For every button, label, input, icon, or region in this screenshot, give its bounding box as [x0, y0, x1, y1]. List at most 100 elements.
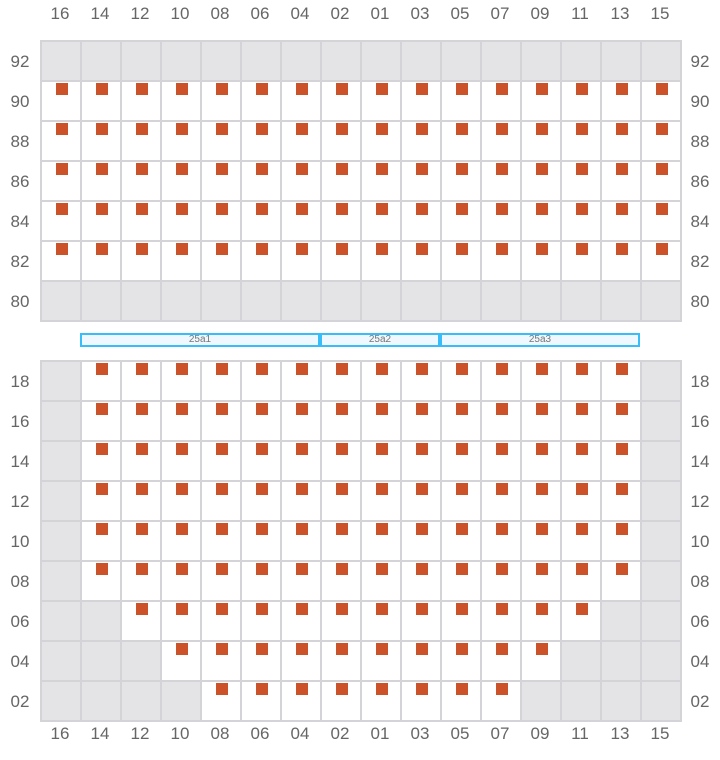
seat-04-02[interactable] — [336, 643, 348, 655]
seat-82-10[interactable] — [176, 243, 188, 255]
seat-02-06[interactable] — [256, 683, 268, 695]
seat-90-13[interactable] — [616, 83, 628, 95]
seat-18-13[interactable] — [616, 363, 628, 375]
seat-04-09[interactable] — [536, 643, 548, 655]
seat-02-07[interactable] — [496, 683, 508, 695]
seat-12-05[interactable] — [456, 483, 468, 495]
seat-12-04[interactable] — [296, 483, 308, 495]
seat-06-01[interactable] — [376, 603, 388, 615]
seat-86-06[interactable] — [256, 163, 268, 175]
seat-12-10[interactable] — [176, 483, 188, 495]
seat-84-08[interactable] — [216, 203, 228, 215]
seat-88-10[interactable] — [176, 123, 188, 135]
seat-14-11[interactable] — [576, 443, 588, 455]
seat-12-09[interactable] — [536, 483, 548, 495]
seat-18-08[interactable] — [216, 363, 228, 375]
seat-06-08[interactable] — [216, 603, 228, 615]
seat-86-10[interactable] — [176, 163, 188, 175]
seat-16-12[interactable] — [136, 403, 148, 415]
seat-04-01[interactable] — [376, 643, 388, 655]
seat-18-01[interactable] — [376, 363, 388, 375]
seat-18-14[interactable] — [96, 363, 108, 375]
seat-08-11[interactable] — [576, 563, 588, 575]
seat-88-08[interactable] — [216, 123, 228, 135]
seat-14-06[interactable] — [256, 443, 268, 455]
seat-88-03[interactable] — [416, 123, 428, 135]
seat-82-04[interactable] — [296, 243, 308, 255]
seat-06-02[interactable] — [336, 603, 348, 615]
seat-86-12[interactable] — [136, 163, 148, 175]
seat-18-11[interactable] — [576, 363, 588, 375]
seat-10-09[interactable] — [536, 523, 548, 535]
seat-10-11[interactable] — [576, 523, 588, 535]
seat-08-06[interactable] — [256, 563, 268, 575]
seat-18-02[interactable] — [336, 363, 348, 375]
seat-14-05[interactable] — [456, 443, 468, 455]
seat-10-14[interactable] — [96, 523, 108, 535]
seat-16-08[interactable] — [216, 403, 228, 415]
seat-14-01[interactable] — [376, 443, 388, 455]
seat-08-13[interactable] — [616, 563, 628, 575]
seat-88-06[interactable] — [256, 123, 268, 135]
seat-16-10[interactable] — [176, 403, 188, 415]
seat-84-10[interactable] — [176, 203, 188, 215]
seat-86-14[interactable] — [96, 163, 108, 175]
seat-08-03[interactable] — [416, 563, 428, 575]
seat-02-03[interactable] — [416, 683, 428, 695]
seat-82-02[interactable] — [336, 243, 348, 255]
seat-16-05[interactable] — [456, 403, 468, 415]
seat-10-08[interactable] — [216, 523, 228, 535]
seat-88-05[interactable] — [456, 123, 468, 135]
seat-82-11[interactable] — [576, 243, 588, 255]
seat-12-11[interactable] — [576, 483, 588, 495]
seat-12-08[interactable] — [216, 483, 228, 495]
seat-02-02[interactable] — [336, 683, 348, 695]
seat-04-06[interactable] — [256, 643, 268, 655]
seat-82-08[interactable] — [216, 243, 228, 255]
seat-12-02[interactable] — [336, 483, 348, 495]
seat-86-08[interactable] — [216, 163, 228, 175]
section-25a1[interactable]: 25a1 — [80, 333, 320, 347]
seat-18-04[interactable] — [296, 363, 308, 375]
seat-12-01[interactable] — [376, 483, 388, 495]
seat-18-03[interactable] — [416, 363, 428, 375]
seat-90-01[interactable] — [376, 83, 388, 95]
seat-12-13[interactable] — [616, 483, 628, 495]
seat-04-04[interactable] — [296, 643, 308, 655]
seat-08-05[interactable] — [456, 563, 468, 575]
seat-04-08[interactable] — [216, 643, 228, 655]
seat-86-13[interactable] — [616, 163, 628, 175]
seat-84-01[interactable] — [376, 203, 388, 215]
seat-08-12[interactable] — [136, 563, 148, 575]
seat-18-07[interactable] — [496, 363, 508, 375]
seat-82-13[interactable] — [616, 243, 628, 255]
seat-14-14[interactable] — [96, 443, 108, 455]
seat-82-12[interactable] — [136, 243, 148, 255]
seat-08-07[interactable] — [496, 563, 508, 575]
seat-16-03[interactable] — [416, 403, 428, 415]
seat-84-15[interactable] — [656, 203, 668, 215]
seat-02-08[interactable] — [216, 683, 228, 695]
seat-14-08[interactable] — [216, 443, 228, 455]
seat-02-01[interactable] — [376, 683, 388, 695]
seat-90-02[interactable] — [336, 83, 348, 95]
seat-90-16[interactable] — [56, 83, 68, 95]
seat-10-03[interactable] — [416, 523, 428, 535]
seat-06-10[interactable] — [176, 603, 188, 615]
seat-82-15[interactable] — [656, 243, 668, 255]
seat-12-06[interactable] — [256, 483, 268, 495]
seat-08-14[interactable] — [96, 563, 108, 575]
seat-84-16[interactable] — [56, 203, 68, 215]
seat-88-04[interactable] — [296, 123, 308, 135]
seat-06-11[interactable] — [576, 603, 588, 615]
seat-10-07[interactable] — [496, 523, 508, 535]
seat-08-04[interactable] — [296, 563, 308, 575]
seat-82-06[interactable] — [256, 243, 268, 255]
seat-10-12[interactable] — [136, 523, 148, 535]
seat-14-09[interactable] — [536, 443, 548, 455]
seat-16-14[interactable] — [96, 403, 108, 415]
seat-06-06[interactable] — [256, 603, 268, 615]
seat-82-14[interactable] — [96, 243, 108, 255]
seat-86-01[interactable] — [376, 163, 388, 175]
seat-06-05[interactable] — [456, 603, 468, 615]
